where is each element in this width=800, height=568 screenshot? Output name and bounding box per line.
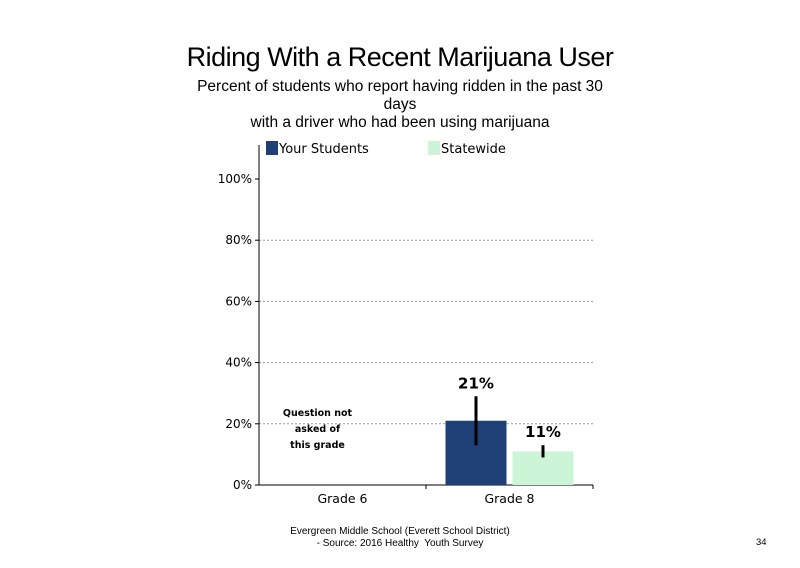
legend-swatch <box>266 141 278 155</box>
y-tick-label: 20% <box>225 417 252 431</box>
data-label: 11% <box>525 423 561 441</box>
grade-note-line: this grade <box>290 440 345 451</box>
data-label: 21% <box>458 374 494 392</box>
subtitle-line-1: Percent of students who report having ri… <box>197 78 603 95</box>
y-tick-label: 0% <box>233 478 252 492</box>
subtitle-line-2: days <box>383 96 417 113</box>
grade-note-line: asked of <box>295 424 341 435</box>
y-tick-label: 80% <box>225 233 252 247</box>
page-number: 34 <box>756 537 767 548</box>
grade-note-line: Question not <box>283 408 353 419</box>
legend-swatch <box>428 141 440 155</box>
y-tick-label: 40% <box>225 356 252 370</box>
footer: Evergreen Middle School (Everett School … <box>180 526 620 550</box>
chart-title: Riding With a Recent Marijuana User <box>186 42 614 72</box>
footer-source: - Source: 2016 Healthy Youth Survey <box>316 538 484 549</box>
x-category-label: Grade 8 <box>484 491 534 506</box>
legend-label: Your Students <box>278 142 369 157</box>
subtitle-line-3: with a driver who had been using marijua… <box>250 114 550 131</box>
y-tick-label: 100% <box>218 172 252 186</box>
chart-subtitle: Percent of students who report having ri… <box>170 78 630 132</box>
legend-label: Statewide <box>441 142 506 157</box>
footer-school: Evergreen Middle School (Everett School … <box>290 526 510 537</box>
x-category-label: Grade 6 <box>317 491 367 506</box>
y-tick-label: 60% <box>225 294 252 308</box>
